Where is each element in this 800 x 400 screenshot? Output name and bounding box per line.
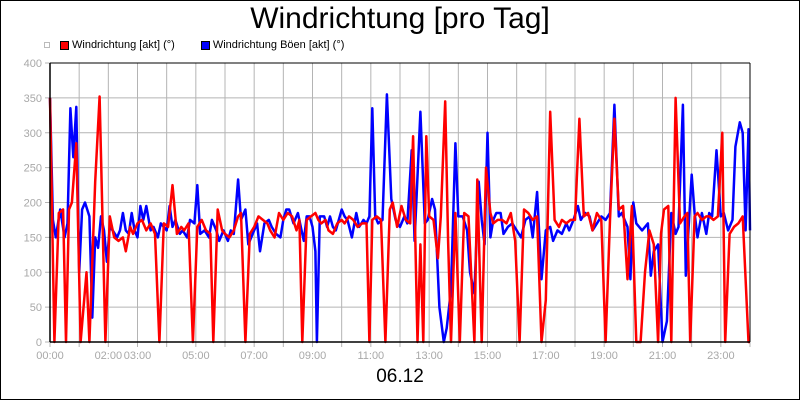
y-tick-label: 50 [30,302,42,314]
x-tick-label: 13:00 [415,350,443,362]
legend-label: Windrichtung [akt] (°) [72,39,175,51]
x-tick-label: 19:00 [590,350,618,362]
y-tick-label: 100 [24,267,42,279]
y-tick-label: 200 [24,198,42,210]
x-tick-label: 15:00 [474,350,502,362]
y-tick-label: 150 [24,232,42,244]
legend-item-wind-direction: Windrichtung [akt] (°) [60,39,175,51]
x-tick-label: 07:00 [240,350,268,362]
y-tick-label: 400 [24,58,42,70]
x-tick-label: 17:00 [532,350,560,362]
x-tick-label: 05:00 [182,350,210,362]
x-tick-label: 03:00 [124,350,152,362]
legend-swatch-blue-icon [200,40,210,50]
x-tick-label: 02:00 [95,350,123,362]
legend-toggle-icon [44,42,50,48]
chart-legend: Windrichtung [akt] (°) Windrichtung Böen… [44,38,370,52]
legend-item-gust-direction: Windrichtung Böen [akt] (°) [200,39,345,51]
legend-label: Windrichtung Böen [akt] (°) [212,39,345,51]
x-tick-label: 00:00 [36,350,64,362]
x-tick-label: 09:00 [299,350,327,362]
x-axis-title: 06.12 [376,366,424,387]
x-tick-label: 23:00 [707,350,735,362]
x-tick-label: 11:00 [357,350,384,362]
y-tick-label: 300 [24,128,42,140]
x-tick-label: 21:00 [649,350,677,362]
y-tick-label: 0 [36,337,42,349]
y-tick-label: 350 [24,93,42,105]
chart-title: Windrichtung [pro Tag] [250,2,550,35]
legend-swatch-red-icon [60,40,69,50]
y-tick-label: 250 [24,163,42,175]
